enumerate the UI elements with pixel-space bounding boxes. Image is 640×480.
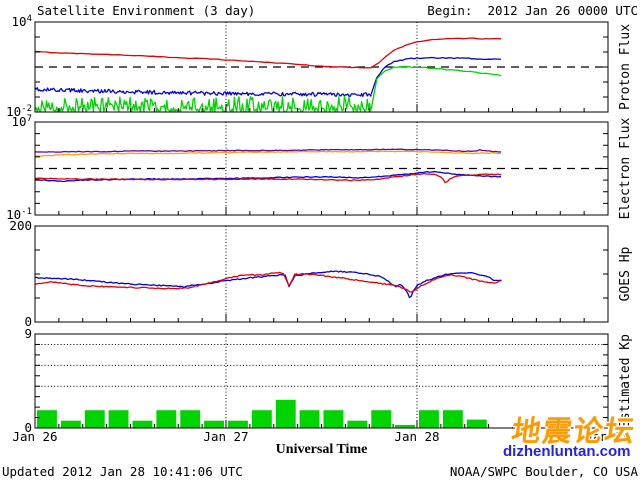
y-axis-label: 0 <box>24 314 32 329</box>
kp-bar <box>347 420 368 428</box>
kp-bar <box>442 410 463 428</box>
trace-electron-orange <box>34 150 502 157</box>
kp-bar <box>323 410 344 428</box>
panel-right-label: GOES Hp <box>618 246 633 301</box>
panel-right-label: Proton Flux <box>618 24 633 110</box>
page-title: Satellite Environment (3 day) <box>37 3 256 18</box>
x-day-label: Jan 26 <box>12 429 57 444</box>
trace-proton-green-quiet <box>34 95 372 113</box>
kp-bar <box>466 419 487 428</box>
kp-bar <box>395 424 415 428</box>
kp-bar <box>275 399 296 428</box>
panel-goes-hp: 200 0 GOES Hp <box>9 218 633 329</box>
kp-bar <box>180 410 201 428</box>
kp-bar <box>251 410 272 428</box>
panel-right-label: Electron Flux <box>618 117 633 219</box>
kp-bar <box>156 410 177 428</box>
kp-bar <box>419 410 439 428</box>
kp-bar <box>108 410 129 428</box>
kp-bar <box>37 410 57 428</box>
y-axis-label: 107 <box>12 114 32 129</box>
watermark-url: dizhenluntan.com <box>503 443 631 460</box>
x-axis-labels: Jan 26 Jan 27 Jan 28 Jan 29 <box>12 429 630 444</box>
updated-timestamp: Updated 2012 Jan 28 10:41:06 UTC <box>2 464 243 479</box>
begin-timestamp: Begin: 2012 Jan 26 0000 UTC <box>427 3 638 18</box>
trace-electron-purple <box>34 148 501 153</box>
trace-hp-blue <box>34 270 502 299</box>
trace-electron-red <box>34 172 502 184</box>
kp-bar <box>84 410 105 428</box>
x-day-label: Jan 29 <box>585 429 630 444</box>
panel-right-label: Estimated Kp <box>618 334 633 428</box>
kp-bar <box>132 420 153 428</box>
trace-proton-green-event <box>370 65 502 110</box>
trace-electron-blue <box>34 171 502 183</box>
panel-estimated-kp: 9 0 Estimated Kp <box>24 326 633 435</box>
source-credit: NOAA/SWPC Boulder, CO USA <box>449 464 638 479</box>
x-day-label: Jan 28 <box>394 429 439 444</box>
y-axis-label: 9 <box>24 326 32 341</box>
panel-frame <box>34 225 609 323</box>
kp-bar <box>299 410 320 428</box>
y-axis-label: 0 <box>24 420 32 435</box>
kp-bar <box>228 420 248 428</box>
trace-proton-blue-event <box>370 56 502 95</box>
y-axis-label: 200 <box>9 218 32 233</box>
trace-proton-blue-quiet <box>34 87 372 98</box>
trace-hp-red <box>34 271 502 293</box>
y-axis-label: 104 <box>12 14 32 29</box>
trace-proton-red <box>34 37 502 69</box>
x-day-label: Jan 27 <box>203 429 248 444</box>
kp-bar <box>60 420 81 428</box>
kp-bar <box>371 410 392 428</box>
x-axis-title: Universal Time <box>275 442 368 457</box>
kp-bar <box>204 420 224 428</box>
